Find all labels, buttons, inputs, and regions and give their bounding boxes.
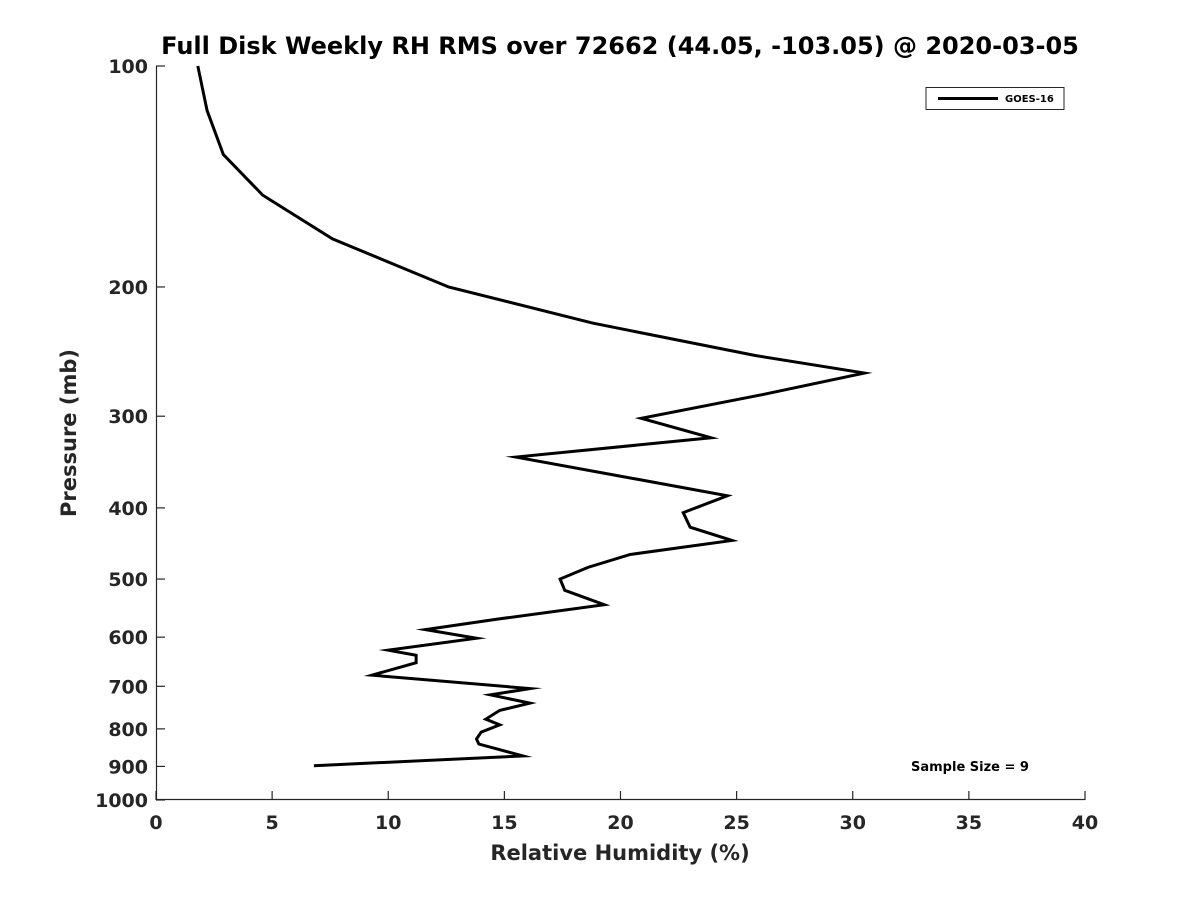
- legend: GOES-16: [925, 87, 1065, 110]
- sample-size-annotation: Sample Size = 9: [911, 760, 1029, 775]
- x-axis-label: Relative Humidity (%): [490, 841, 749, 865]
- y-ticks: 100 200 300 400 500 600 700 800 900 1000: [95, 56, 165, 812]
- series-line-goes-16: [196, 65, 873, 768]
- y-tick-label: 300: [108, 406, 148, 428]
- y-tick-label: 1000: [95, 790, 148, 812]
- y-tick-label: 400: [108, 498, 148, 520]
- x-tick-label: 25: [723, 812, 749, 834]
- x-ticks: 0 5 10 15 20 25 30 35 40: [149, 791, 1098, 834]
- x-tick-label: 20: [607, 812, 633, 834]
- legend-label-goes-16: GOES-16: [1005, 94, 1054, 105]
- x-tick-label: 35: [956, 812, 982, 834]
- y-tick-label: 500: [108, 569, 148, 591]
- y-tick-label: 700: [108, 676, 148, 698]
- x-tick-label: 30: [840, 812, 866, 834]
- y-tick-label: 600: [108, 627, 148, 649]
- plot-area: [155, 66, 1085, 801]
- y-tick-label: 800: [108, 719, 148, 741]
- chart-title: Full Disk Weekly RH RMS over 72662 (44.0…: [161, 32, 1079, 60]
- x-tick-label: 10: [375, 812, 401, 834]
- x-tick-label: 5: [266, 812, 279, 834]
- x-tick-label: 15: [491, 812, 517, 834]
- x-tick-label: 40: [1072, 812, 1098, 834]
- series-layer: [196, 65, 873, 768]
- y-tick-label: 200: [108, 277, 148, 299]
- y-tick-label: 900: [108, 756, 148, 778]
- x-tick-label: 0: [149, 812, 162, 834]
- y-tick-label: 100: [108, 56, 148, 78]
- y-axis-label: Pressure (mb): [57, 349, 81, 517]
